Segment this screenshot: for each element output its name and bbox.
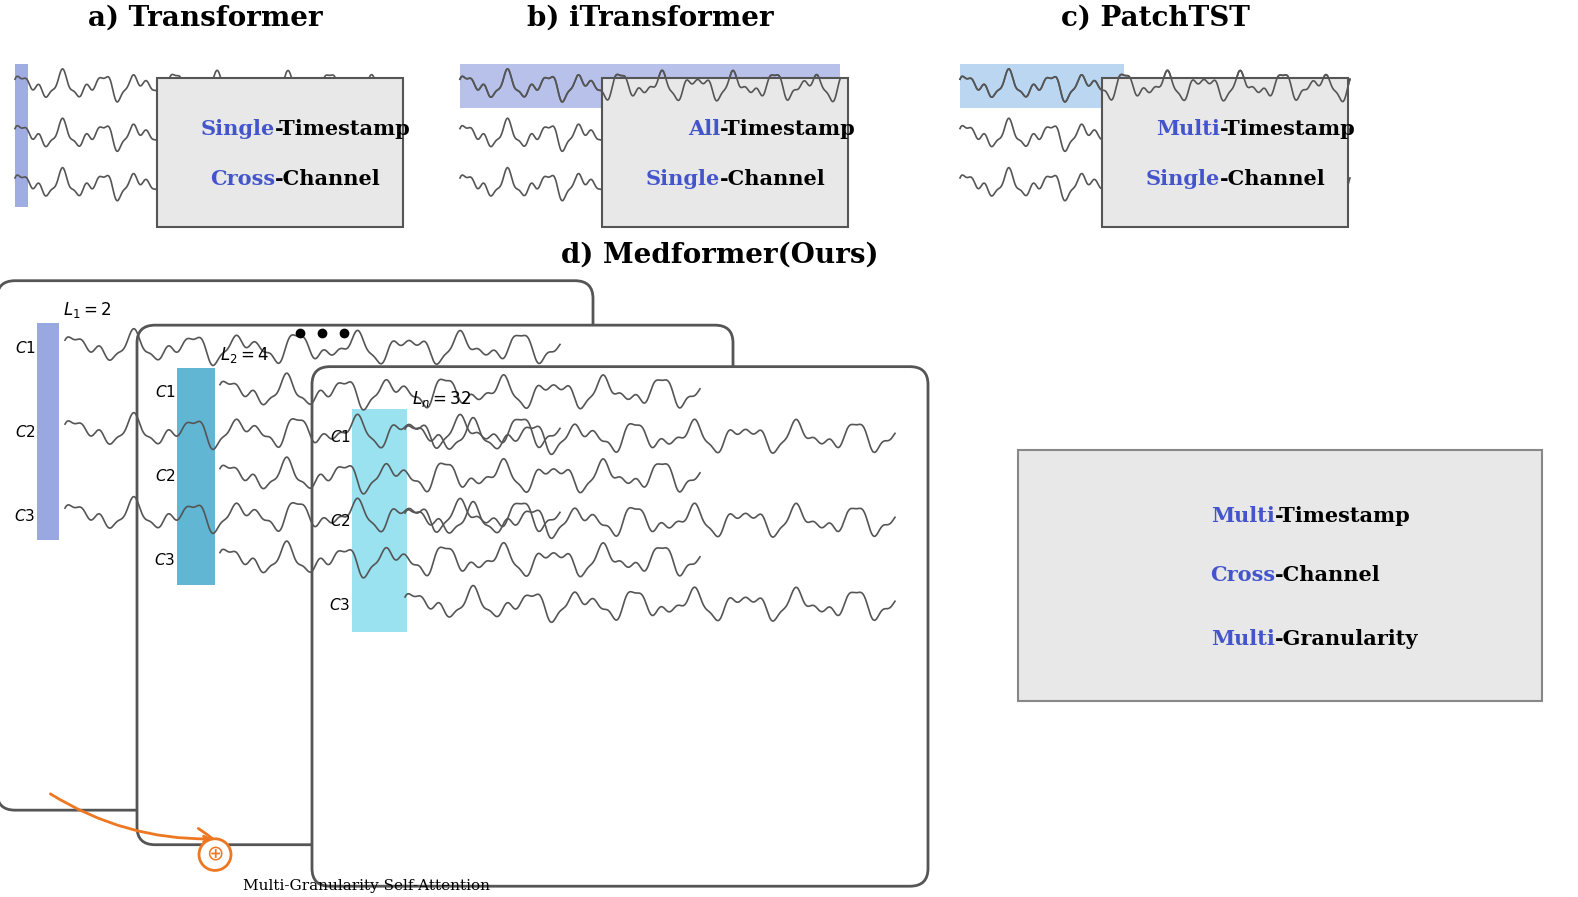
FancyBboxPatch shape: [137, 325, 734, 845]
Text: $L_1 = 2$: $L_1 = 2$: [63, 300, 112, 320]
Text: -Channel: -Channel: [1220, 170, 1326, 189]
Text: -Channel: -Channel: [275, 170, 380, 189]
FancyBboxPatch shape: [177, 368, 215, 585]
Text: Multi: Multi: [1212, 629, 1275, 649]
FancyBboxPatch shape: [959, 65, 1124, 108]
FancyBboxPatch shape: [156, 78, 402, 227]
Text: $C3$: $C3$: [330, 597, 350, 613]
FancyBboxPatch shape: [352, 409, 407, 632]
FancyBboxPatch shape: [312, 367, 928, 886]
Text: All: All: [688, 118, 720, 139]
Circle shape: [199, 839, 230, 870]
Text: -Timestamp: -Timestamp: [720, 118, 855, 139]
Text: -Timestamp: -Timestamp: [1220, 118, 1356, 139]
FancyBboxPatch shape: [36, 323, 58, 541]
Text: Single: Single: [200, 118, 275, 139]
FancyBboxPatch shape: [601, 78, 847, 227]
Text: $C3$: $C3$: [14, 508, 36, 524]
Text: $C1$: $C1$: [155, 384, 175, 400]
Text: -Channel: -Channel: [720, 170, 825, 189]
Text: $L_n = 32$: $L_n = 32$: [412, 389, 472, 409]
Text: d) Medformer(Ours): d) Medformer(Ours): [562, 242, 879, 269]
FancyBboxPatch shape: [461, 65, 839, 108]
Text: Multi: Multi: [1212, 506, 1275, 526]
Text: a) Transformer: a) Transformer: [88, 4, 322, 31]
Text: $C2$: $C2$: [14, 424, 35, 440]
Text: -Timestamp: -Timestamp: [1275, 506, 1411, 526]
Text: $\oplus$: $\oplus$: [207, 845, 224, 865]
Text: $C3$: $C3$: [155, 553, 175, 568]
Text: Single: Single: [1146, 170, 1220, 189]
FancyBboxPatch shape: [16, 65, 28, 206]
Text: Single: Single: [645, 170, 720, 189]
Text: $C2$: $C2$: [155, 468, 175, 484]
FancyBboxPatch shape: [1101, 78, 1348, 227]
FancyBboxPatch shape: [1018, 449, 1542, 701]
Text: b) iTransformer: b) iTransformer: [527, 4, 773, 31]
Text: Cross: Cross: [1210, 565, 1275, 585]
Text: $C1$: $C1$: [330, 429, 350, 445]
Text: $C2$: $C2$: [330, 513, 350, 528]
Text: $C1$: $C1$: [14, 340, 35, 356]
Text: -Granularity: -Granularity: [1275, 629, 1419, 649]
Text: $L_2 = 4$: $L_2 = 4$: [219, 344, 270, 365]
Text: -Channel: -Channel: [1275, 565, 1381, 585]
FancyBboxPatch shape: [0, 281, 593, 810]
Text: Cross: Cross: [210, 170, 275, 189]
Text: Multi-Granularity Self-Attention: Multi-Granularity Self-Attention: [243, 879, 491, 893]
Text: Multi: Multi: [1157, 118, 1220, 139]
Text: -Timestamp: -Timestamp: [275, 118, 410, 139]
Text: c) PatchTST: c) PatchTST: [1060, 4, 1250, 31]
